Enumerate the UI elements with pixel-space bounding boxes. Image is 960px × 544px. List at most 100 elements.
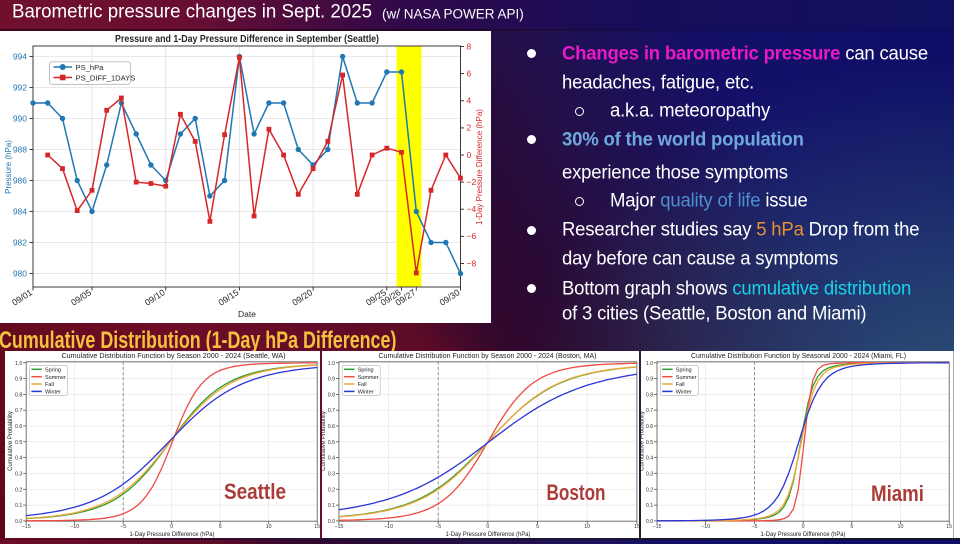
- svg-text:Miami: Miami: [871, 481, 924, 506]
- svg-text:1.0: 1.0: [15, 360, 22, 366]
- svg-text:Cumulative Distribution Functi: Cumulative Distribution Function by Seas…: [378, 351, 596, 360]
- svg-text:0.7: 0.7: [645, 408, 652, 414]
- svg-text:Cumulative Probability: Cumulative Probability: [322, 411, 327, 471]
- svg-text:0.6: 0.6: [645, 424, 652, 430]
- svg-text:0.4: 0.4: [645, 455, 652, 461]
- svg-text:990: 990: [13, 113, 27, 123]
- svg-text:Spring: Spring: [357, 367, 373, 373]
- svg-text:−15: −15: [652, 524, 661, 530]
- svg-text:1-Day Pressure Difference (hPa: 1-Day Pressure Difference (hPa): [760, 531, 845, 538]
- svg-text:0.3: 0.3: [15, 471, 22, 477]
- svg-text:−5: −5: [751, 524, 757, 530]
- svg-text:0.3: 0.3: [645, 471, 652, 477]
- svg-text:10: 10: [265, 524, 271, 530]
- svg-text:0.5: 0.5: [645, 439, 652, 445]
- svg-text:Spring: Spring: [45, 367, 61, 373]
- svg-text:0.9: 0.9: [645, 376, 652, 382]
- svg-text:5: 5: [850, 524, 853, 530]
- svg-text:0.6: 0.6: [15, 424, 22, 430]
- svg-text:−10: −10: [701, 524, 710, 530]
- svg-text:0.2: 0.2: [15, 487, 22, 493]
- svg-text:0.8: 0.8: [327, 392, 334, 398]
- svg-text:988: 988: [13, 144, 27, 154]
- svg-text:−8: −8: [467, 258, 477, 268]
- svg-text:Date: Date: [238, 309, 256, 319]
- svg-text:0.8: 0.8: [645, 392, 652, 398]
- svg-text:Fall: Fall: [45, 382, 54, 388]
- svg-text:984: 984: [13, 206, 27, 216]
- svg-text:PS_DIFF_1DAYS: PS_DIFF_1DAYS: [76, 73, 136, 82]
- svg-text:Seattle: Seattle: [224, 479, 286, 504]
- svg-text:4: 4: [467, 95, 472, 105]
- svg-text:1.0: 1.0: [327, 360, 334, 366]
- svg-text:0: 0: [467, 149, 472, 159]
- svg-text:0.1: 0.1: [15, 503, 22, 509]
- svg-text:Summer: Summer: [357, 374, 378, 380]
- svg-text:Cumulative Distribution Functi: Cumulative Distribution Function by Seas…: [691, 351, 906, 360]
- svg-text:0.5: 0.5: [327, 439, 334, 445]
- svg-text:−15: −15: [21, 524, 30, 530]
- svg-text:Boston: Boston: [546, 480, 605, 505]
- svg-text:994: 994: [13, 51, 27, 61]
- svg-text:Cumulative Probability: Cumulative Probability: [641, 411, 646, 471]
- svg-text:Fall: Fall: [675, 382, 684, 388]
- svg-text:2: 2: [467, 122, 472, 132]
- svg-text:−15: −15: [334, 524, 343, 530]
- svg-text:Pressure and 1-Day Pressure Di: Pressure and 1-Day Pressure Difference i…: [115, 34, 379, 45]
- svg-text:0.1: 0.1: [645, 503, 652, 509]
- svg-text:Fall: Fall: [357, 382, 366, 388]
- svg-text:−5: −5: [435, 524, 441, 530]
- svg-text:−10: −10: [70, 524, 79, 530]
- svg-text:5: 5: [536, 524, 539, 530]
- svg-text:0.7: 0.7: [327, 408, 334, 414]
- svg-text:980: 980: [13, 268, 27, 278]
- svg-text:1-Day Pressure Difference (hPa: 1-Day Pressure Difference (hPa): [445, 531, 530, 538]
- svg-text:1-Day Pressure Difference (hPa: 1-Day Pressure Difference (hPa): [129, 531, 214, 538]
- svg-text:0.0: 0.0: [327, 518, 334, 524]
- svg-text:Summer: Summer: [45, 374, 66, 380]
- svg-text:15: 15: [633, 524, 638, 530]
- svg-text:5: 5: [218, 524, 221, 530]
- svg-text:992: 992: [13, 82, 27, 92]
- svg-text:Summer: Summer: [675, 374, 696, 380]
- svg-text:0: 0: [170, 524, 173, 530]
- svg-text:Spring: Spring: [675, 367, 691, 373]
- svg-text:0.9: 0.9: [327, 376, 334, 382]
- svg-text:0.5: 0.5: [15, 439, 22, 445]
- svg-text:15: 15: [946, 524, 952, 530]
- svg-text:0.6: 0.6: [327, 424, 334, 430]
- svg-text:0: 0: [486, 524, 489, 530]
- svg-text:PS_hPa: PS_hPa: [76, 62, 105, 71]
- svg-text:−10: −10: [384, 524, 393, 530]
- svg-text:0.4: 0.4: [15, 455, 22, 461]
- svg-text:8: 8: [467, 41, 472, 51]
- svg-text:10: 10: [897, 524, 903, 530]
- svg-text:Winter: Winter: [357, 389, 373, 395]
- svg-text:0.1: 0.1: [327, 503, 334, 509]
- svg-text:0.3: 0.3: [327, 471, 334, 477]
- svg-text:0: 0: [801, 524, 804, 530]
- svg-text:986: 986: [13, 175, 27, 185]
- svg-text:0.0: 0.0: [15, 518, 22, 524]
- svg-text:982: 982: [13, 237, 27, 247]
- svg-text:−6: −6: [467, 231, 477, 241]
- svg-text:−5: −5: [120, 524, 126, 530]
- svg-text:0.2: 0.2: [645, 487, 652, 493]
- svg-text:Winter: Winter: [675, 389, 691, 395]
- svg-text:Pressure (hPa): Pressure (hPa): [4, 139, 13, 193]
- svg-text:15: 15: [314, 524, 320, 530]
- svg-text:10: 10: [584, 524, 590, 530]
- svg-text:−2: −2: [467, 176, 477, 186]
- svg-text:Winter: Winter: [45, 389, 61, 395]
- svg-text:0.9: 0.9: [15, 376, 22, 382]
- svg-text:6: 6: [467, 68, 472, 78]
- svg-text:Cumulative Distribution Functi: Cumulative Distribution Function by Seas…: [61, 351, 285, 360]
- svg-text:0.7: 0.7: [15, 408, 22, 414]
- svg-text:0.2: 0.2: [327, 487, 334, 493]
- svg-text:0.0: 0.0: [645, 518, 652, 524]
- svg-text:0.8: 0.8: [15, 392, 22, 398]
- svg-text:Cumulative Probability: Cumulative Probability: [8, 411, 14, 471]
- svg-text:1-Day Pressure Difference (hPa: 1-Day Pressure Difference (hPa): [475, 108, 484, 224]
- svg-text:1.0: 1.0: [645, 360, 652, 366]
- svg-text:0.4: 0.4: [327, 455, 334, 461]
